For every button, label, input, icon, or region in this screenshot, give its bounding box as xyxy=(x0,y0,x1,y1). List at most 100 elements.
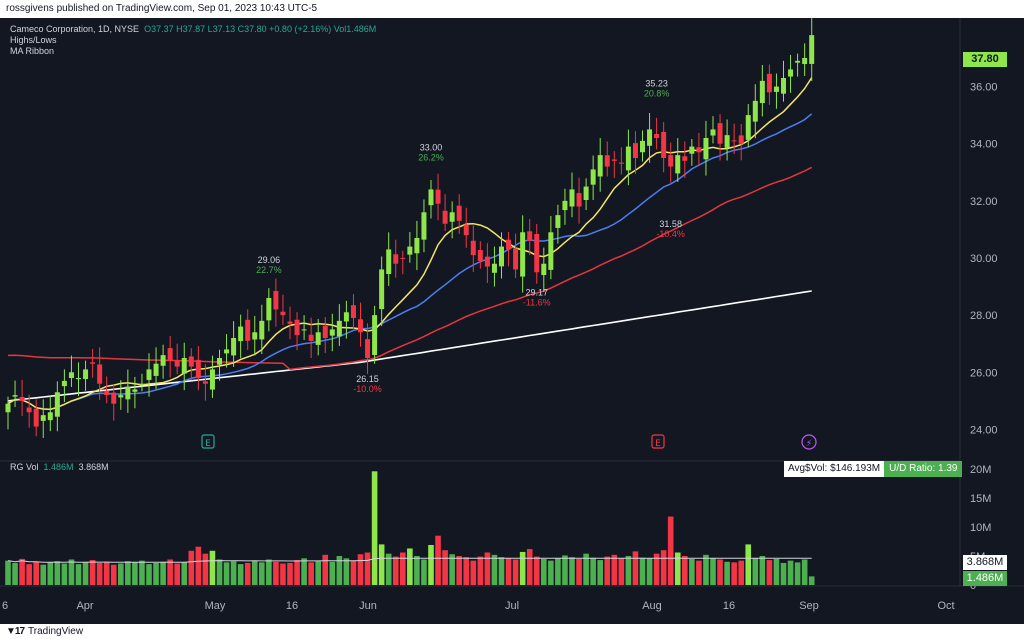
candle-body xyxy=(125,386,131,400)
candle-body xyxy=(104,390,110,396)
candle-body xyxy=(773,86,779,92)
candle-body xyxy=(611,159,617,161)
volume-tick-label: 20M xyxy=(970,464,991,476)
candle-body xyxy=(266,298,272,321)
candle-body xyxy=(802,58,808,65)
candle-body xyxy=(456,205,462,221)
volume-bar xyxy=(604,556,611,585)
volume-bar xyxy=(526,549,533,585)
candle-body xyxy=(174,360,180,367)
candle-body xyxy=(146,369,152,380)
volume-bar xyxy=(632,551,639,585)
candle-body xyxy=(280,311,286,316)
candle-body xyxy=(513,248,519,270)
annotation-price: 29.06 xyxy=(258,255,281,265)
candle-body xyxy=(343,312,349,322)
candle-body xyxy=(696,147,702,153)
dividend-marker-icon xyxy=(801,434,817,450)
volume-bar xyxy=(442,550,448,585)
candle-body xyxy=(654,133,660,138)
volume-avg-value: 3.868M xyxy=(78,462,109,472)
grid xyxy=(0,18,1024,587)
volume-study-label[interactable]: RG Vol xyxy=(10,462,39,472)
event-marker-label: E xyxy=(205,439,211,449)
volume-bar xyxy=(273,561,279,585)
time-tick-label: May xyxy=(205,600,226,612)
time-tick-label: Apr xyxy=(76,600,93,612)
candle-body xyxy=(555,215,561,228)
volume-bar xyxy=(287,562,293,585)
time-tick-label: Jun xyxy=(359,600,377,612)
candle-body xyxy=(463,224,469,236)
volume-bar xyxy=(110,564,117,585)
volume-tick-label: 0 xyxy=(970,580,976,592)
candle-body xyxy=(477,250,483,261)
publish-bar: rossgivens published on TradingView.com,… xyxy=(0,0,1024,18)
volume-bar xyxy=(216,559,223,585)
candle-body xyxy=(245,319,251,341)
candle-body xyxy=(449,212,455,222)
volume-bar xyxy=(491,554,498,585)
volume-bar xyxy=(195,546,202,585)
volume-bar xyxy=(639,557,646,585)
candle-body xyxy=(153,363,159,376)
candle-body xyxy=(534,233,540,273)
price-tick-label: 24.00 xyxy=(970,424,998,436)
candle-body xyxy=(689,146,695,154)
annotation-pct: -10.0% xyxy=(353,384,382,394)
volume-bar xyxy=(618,558,625,585)
volume-bar xyxy=(625,556,632,585)
volume-bar xyxy=(555,558,561,585)
volume-bar xyxy=(731,562,737,585)
candle-body xyxy=(90,362,96,364)
candle-body xyxy=(139,383,145,385)
candle-body xyxy=(625,146,631,171)
candle-body xyxy=(238,326,244,342)
volume-bar xyxy=(597,560,603,585)
volume-bar xyxy=(160,561,166,585)
candle-body xyxy=(358,319,363,333)
ma-50-line xyxy=(7,166,813,371)
candle-body xyxy=(548,232,554,270)
volume-bar xyxy=(583,553,589,585)
volume-bar xyxy=(576,558,582,585)
candle-body xyxy=(181,358,187,374)
volume-bar xyxy=(244,562,251,585)
candle-body xyxy=(202,381,208,384)
candle-body xyxy=(724,135,730,148)
price-tick-label: 28.00 xyxy=(970,310,998,322)
volume-bar xyxy=(181,562,188,585)
volume-bar xyxy=(54,561,61,585)
candle-body xyxy=(40,415,46,421)
volume-bar xyxy=(646,558,653,585)
volume-bar xyxy=(125,561,131,585)
candle-body xyxy=(287,321,293,324)
annotation-price: 35.23 xyxy=(645,79,668,89)
candle-body xyxy=(435,189,441,204)
candle-body xyxy=(195,359,201,378)
volume-bar xyxy=(280,563,286,585)
symbol-title[interactable]: Cameco Corporation, 1D, NYSE xyxy=(10,24,140,34)
volume-bar xyxy=(435,535,441,585)
volume-bars xyxy=(5,471,815,585)
volume-bar xyxy=(5,560,11,585)
volume-bar xyxy=(674,552,681,585)
study-ma-ribbon[interactable]: MA Ribbon xyxy=(10,46,55,56)
candle-body xyxy=(752,100,758,122)
volume-last-tag: 1.486M xyxy=(963,571,1007,586)
candle-body xyxy=(527,231,533,241)
candle-body xyxy=(167,348,173,361)
volume-bar xyxy=(61,563,68,585)
volume-bar xyxy=(773,558,780,585)
candle-body xyxy=(252,332,258,340)
study-highs-lows[interactable]: Highs/Lows xyxy=(10,35,57,45)
volume-bar xyxy=(237,564,244,585)
candle-body xyxy=(209,369,215,390)
volume-bar xyxy=(463,557,470,585)
candle-body xyxy=(618,162,624,164)
volume-bar xyxy=(456,556,462,585)
candle-body xyxy=(336,320,342,337)
candle-body xyxy=(273,290,279,310)
candle-body xyxy=(12,395,18,397)
